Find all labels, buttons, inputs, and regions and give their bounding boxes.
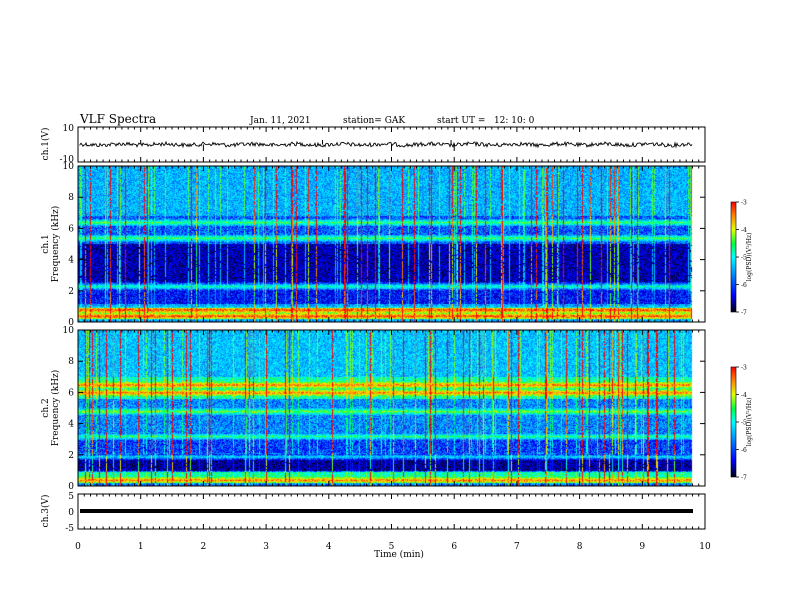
ch1-ylabel: ch.1(V) [40,128,51,161]
spectrogram-raster [78,166,705,322]
time-tick-label: 9 [639,542,645,552]
ch3-ytick-top: 5 [68,492,74,502]
colorbar-tick-label: -6 [741,282,747,289]
time-tick-label: 7 [514,542,520,552]
colorbar-tick-label: -3 [741,365,747,372]
spectrogram-raster [78,330,705,486]
figure-start-ut: start UT = 12: 10: 0 [437,116,535,126]
colorbar-tick-label: -4 [741,392,747,399]
ch3-ytick-bottom: -5 [65,524,74,534]
ch1-colorbar-label: log(PSD)(V²/Hz) [746,233,753,282]
ch1-waveform-panel: 10 -10 ch.1(V) [40,124,706,165]
colorbar-tick-label: -5 [741,420,747,427]
colorbar-tick-label: -6 [741,447,747,454]
time-tick-label: 1 [138,542,144,552]
freq-tick-label: 0 [68,318,74,328]
ch1-spectrogram-image [78,166,705,322]
ch1-colorbar [730,201,737,313]
ch3-panel: 5 0 -5 ch.3(V) 0 1 2 3 4 5 6 7 8 9 10 Time (min) [40,492,711,560]
ch2-freq-tick-labels: 10 8 6 4 2 0 [63,326,75,492]
colorbar-tick-label: -5 [741,255,747,262]
ch1-ytick-bottom: -10 [60,155,75,165]
colorbar-tick-label: -7 [741,475,747,482]
ch2-spectrogram-ticks [77,329,706,487]
ch1-spectrogram-ylabel-line2: Frequency (kHz) [50,206,61,283]
time-tick-label: 6 [451,542,457,552]
figure-date: Jan. 11, 2021 [249,116,311,126]
ch1-waveform-line [79,140,693,149]
freq-tick-label: 8 [68,357,74,367]
freq-tick-label: 6 [68,224,74,234]
ch1-freq-tick-labels: 10 8 6 4 2 0 [63,162,75,328]
time-tick-label: 2 [201,542,207,552]
colorbar-tick-label: -4 [741,227,747,234]
time-axis-label: Time (min) [374,549,424,560]
freq-tick-label: 6 [68,388,74,398]
freq-tick-label: 10 [63,326,75,336]
time-tick-label: 8 [577,542,583,552]
ch1-spectrogram-ylabel-line1: ch.1 [41,234,51,253]
colorbar-tick-label: -7 [741,310,747,317]
ch1-colorbar-ticks: -3 -4 -5 -6 -7 [736,200,747,317]
freq-tick-label: 4 [68,420,74,430]
ch3-ytick-mid: 0 [68,508,74,518]
ch3-ticks [77,494,706,529]
ch1-ytick-top: 10 [63,124,75,134]
ch1-spectrogram-ticks [77,165,706,323]
time-axis-tick-labels: 0 1 2 3 4 5 6 7 8 9 10 [75,542,711,552]
ch3-ylabel: ch.3(V) [40,495,51,528]
ch2-spectrogram-image [78,330,705,486]
colorbar-tick-label: -3 [741,200,747,207]
ch2-spectrogram-ylabel-line1: ch.2 [41,398,51,417]
time-tick-label: 3 [263,542,269,552]
ch2-spectrogram-ylabel-line2: Frequency (kHz) [50,370,61,447]
figure-station: station= GAK [343,116,405,126]
ch1-waveform-trace [79,140,693,151]
time-tick-label: 5 [389,542,395,552]
time-tick-label: 0 [75,542,81,552]
freq-tick-label: 2 [68,287,74,297]
ch2-colorbar-ticks: -3 -4 -5 -6 -7 [736,365,747,482]
freq-tick-label: 0 [68,482,74,492]
freq-tick-label: 2 [68,451,74,461]
ch2-colorbar [730,366,737,478]
time-tick-label: 10 [699,542,711,552]
time-tick-label: 4 [326,542,332,552]
freq-tick-label: 10 [63,162,75,172]
ch2-colorbar-label: log(PSD)(V²/Hz) [746,398,753,447]
ch3-trace [80,509,693,513]
freq-tick-label: 4 [68,256,74,266]
ch1-waveform-ticks [77,127,706,162]
figure-title: VLF Spectra [79,112,156,126]
freq-tick-label: 8 [68,193,74,203]
